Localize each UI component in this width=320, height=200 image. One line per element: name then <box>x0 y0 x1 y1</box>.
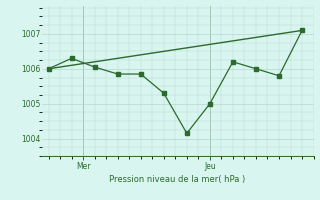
X-axis label: Pression niveau de la mer( hPa ): Pression niveau de la mer( hPa ) <box>109 175 246 184</box>
